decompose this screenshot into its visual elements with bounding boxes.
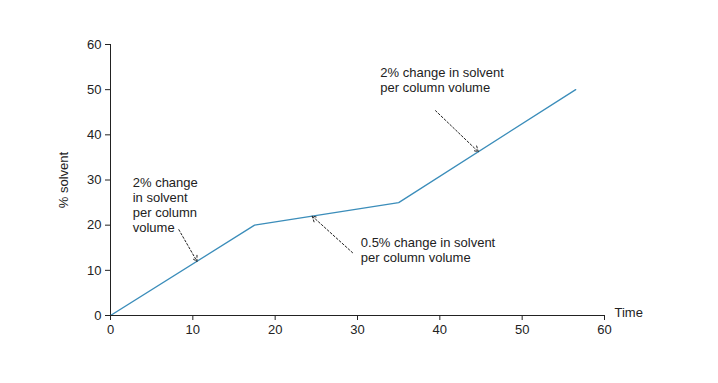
svg-text:10: 10 <box>186 322 200 337</box>
svg-text:% solvent: % solvent <box>56 151 71 208</box>
svg-text:0.5% change in solventper colu: 0.5% change in solventper column volume <box>361 235 496 265</box>
svg-text:30: 30 <box>87 172 101 187</box>
svg-text:10: 10 <box>87 262 101 277</box>
svg-text:50: 50 <box>87 82 101 97</box>
svg-text:2% change in solventper column: 2% change in solventper column volume <box>380 65 504 95</box>
svg-text:50: 50 <box>515 322 529 337</box>
svg-text:30: 30 <box>350 322 364 337</box>
svg-text:60: 60 <box>597 322 611 337</box>
svg-text:40: 40 <box>433 322 447 337</box>
svg-text:40: 40 <box>87 127 101 142</box>
svg-text:2% changein solventper columnv: 2% changein solventper columnvolume <box>133 175 198 235</box>
svg-text:20: 20 <box>268 322 282 337</box>
svg-text:0: 0 <box>107 322 114 337</box>
svg-text:Time: Time <box>615 305 643 320</box>
svg-text:0: 0 <box>94 308 101 323</box>
svg-text:20: 20 <box>87 217 101 232</box>
svg-text:60: 60 <box>87 37 101 52</box>
